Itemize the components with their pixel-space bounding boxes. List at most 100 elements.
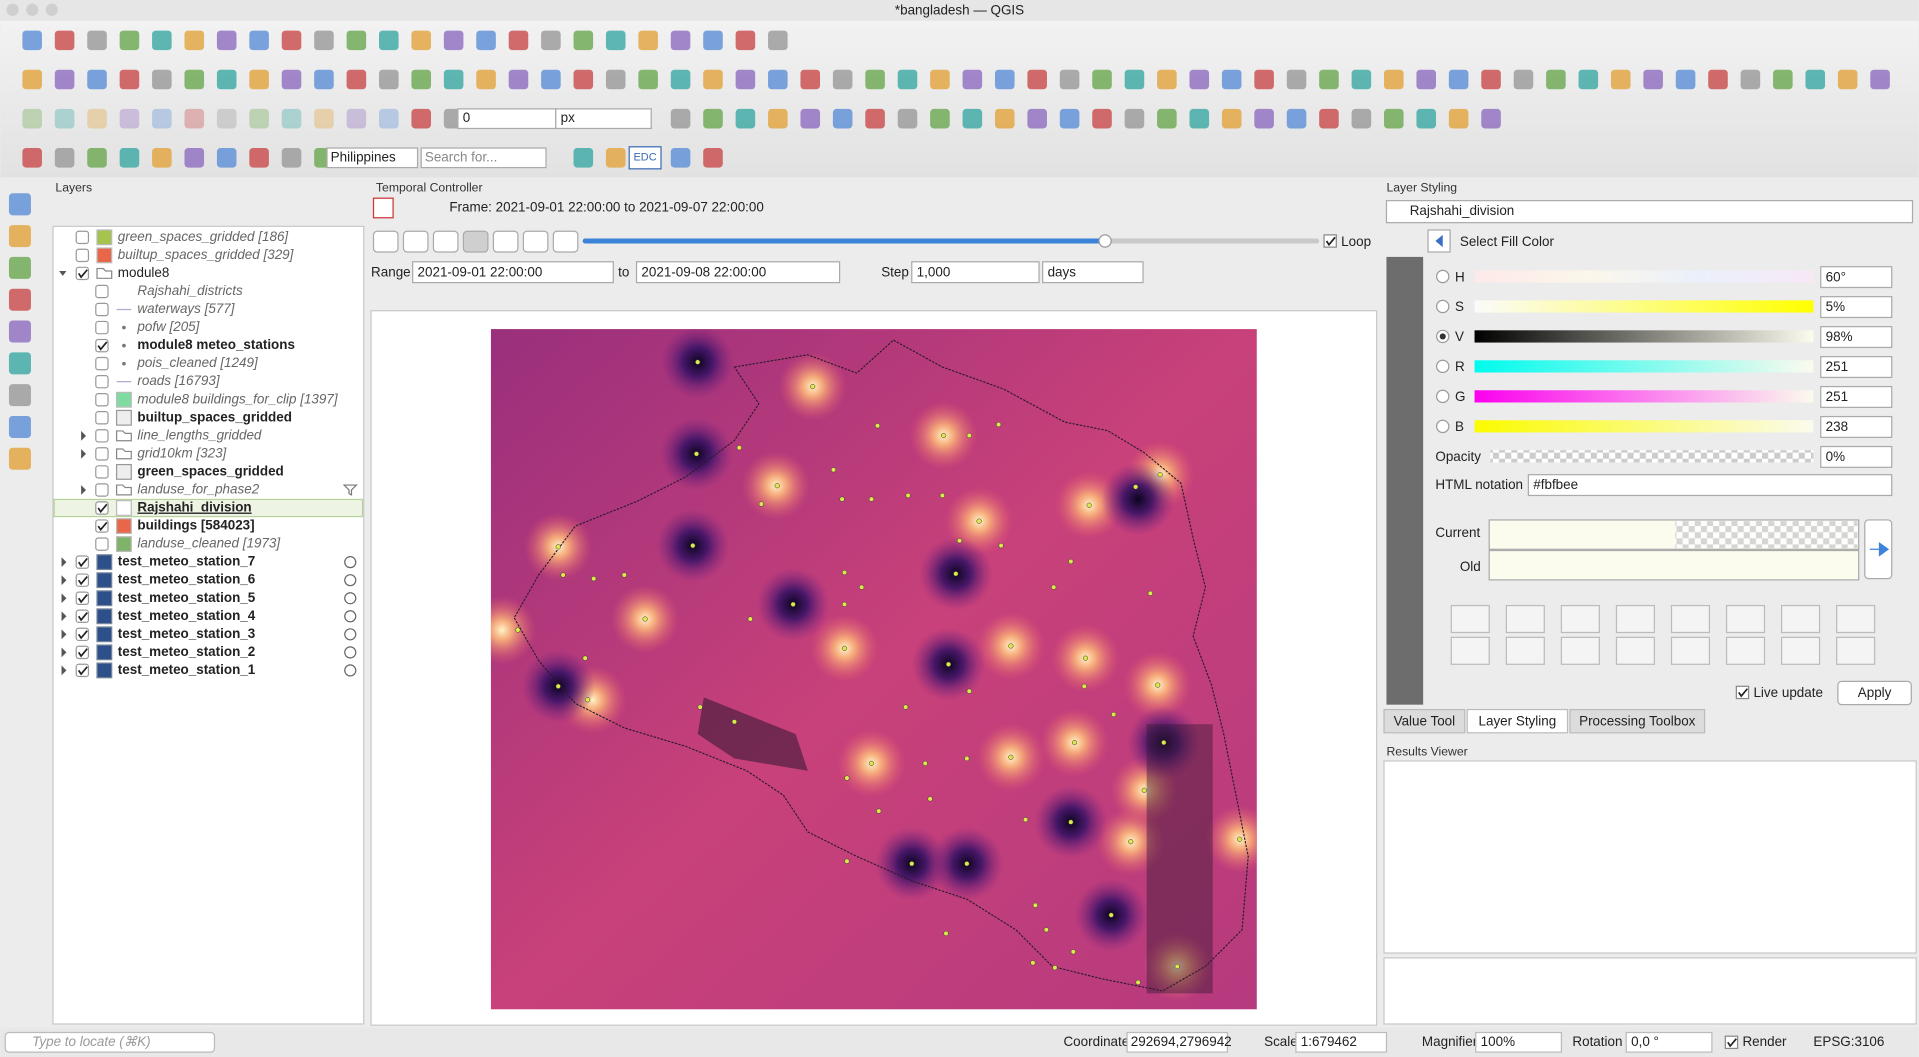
layer-checkbox[interactable] bbox=[95, 501, 109, 515]
tool-button[interactable] bbox=[119, 30, 140, 51]
meteo-station[interactable] bbox=[1111, 711, 1117, 718]
unit-select[interactable] bbox=[555, 108, 652, 130]
meteo-station[interactable] bbox=[736, 445, 742, 451]
custom-color-swatch[interactable] bbox=[1836, 604, 1876, 634]
layer-checkbox[interactable] bbox=[75, 609, 90, 624]
tool-button[interactable] bbox=[800, 108, 821, 129]
layer-name[interactable]: test_meteo_station_6 bbox=[118, 572, 255, 587]
tool-button[interactable] bbox=[605, 148, 626, 168]
meteo-station[interactable] bbox=[1070, 949, 1076, 955]
meteo-station[interactable] bbox=[758, 501, 764, 507]
tool-button[interactable] bbox=[670, 148, 691, 168]
meteo-station[interactable] bbox=[774, 483, 780, 489]
meteo-station[interactable] bbox=[1052, 965, 1058, 971]
tool-button[interactable] bbox=[768, 69, 788, 90]
tool-button[interactable] bbox=[1384, 108, 1404, 129]
tool-button[interactable] bbox=[832, 69, 853, 90]
tool-button[interactable] bbox=[8, 447, 31, 470]
meteo-station[interactable] bbox=[1108, 912, 1114, 918]
range-start-input[interactable] bbox=[412, 261, 614, 284]
channel-radio[interactable] bbox=[1436, 269, 1450, 284]
meteo-station[interactable] bbox=[841, 645, 848, 651]
layer-checkbox[interactable] bbox=[95, 465, 109, 479]
channel-input[interactable] bbox=[1820, 326, 1893, 349]
layer-name[interactable]: landuse_cleaned [1973] bbox=[137, 536, 280, 551]
channel-radio[interactable] bbox=[1436, 359, 1450, 374]
layer-name[interactable]: green_spaces_gridded bbox=[137, 463, 283, 478]
tool-button[interactable] bbox=[22, 148, 42, 168]
layer-checkbox[interactable] bbox=[75, 663, 90, 678]
layer-checkbox[interactable] bbox=[95, 302, 109, 317]
tool-button[interactable] bbox=[184, 148, 205, 168]
render-checkbox[interactable] bbox=[1724, 1035, 1739, 1050]
meteo-station[interactable] bbox=[697, 704, 703, 710]
layer-name[interactable]: test_meteo_station_3 bbox=[118, 626, 255, 641]
layer-checkbox[interactable] bbox=[95, 356, 109, 371]
tool-button[interactable] bbox=[865, 69, 885, 90]
meteo-station[interactable] bbox=[953, 571, 959, 577]
tool-button[interactable] bbox=[832, 108, 853, 129]
layer-checkbox[interactable] bbox=[95, 537, 109, 551]
meteo-station[interactable] bbox=[560, 572, 566, 578]
tool-button[interactable] bbox=[703, 69, 723, 90]
tool-button[interactable] bbox=[735, 108, 756, 129]
tool-button[interactable] bbox=[1221, 69, 1242, 90]
tool-button[interactable] bbox=[22, 69, 42, 90]
tool-button[interactable] bbox=[768, 30, 788, 51]
tool-button[interactable] bbox=[1416, 69, 1437, 90]
tool-button[interactable] bbox=[216, 30, 237, 51]
range-end-input[interactable] bbox=[635, 261, 841, 284]
tool-button[interactable] bbox=[638, 69, 658, 90]
scale-input[interactable] bbox=[1295, 1031, 1388, 1053]
opacity-input[interactable] bbox=[1820, 445, 1893, 468]
tool-button[interactable] bbox=[670, 30, 691, 51]
layer-name[interactable]: Rajshahi_division bbox=[137, 500, 251, 515]
meteo-station[interactable] bbox=[810, 384, 816, 390]
tool-button[interactable] bbox=[152, 30, 172, 51]
layer-checkbox[interactable] bbox=[75, 230, 90, 245]
playback-button[interactable] bbox=[432, 230, 459, 253]
channel-input[interactable] bbox=[1820, 385, 1893, 408]
tool-button[interactable] bbox=[1027, 108, 1047, 129]
tool-button[interactable] bbox=[1675, 69, 1696, 90]
layer-name[interactable]: pofw [205] bbox=[136, 319, 199, 334]
layer-name[interactable]: builtup_spaces_gridded bbox=[137, 409, 292, 424]
tool-button[interactable] bbox=[1870, 69, 1890, 90]
meteo-station[interactable] bbox=[1161, 740, 1167, 746]
tool-button[interactable] bbox=[54, 148, 75, 168]
custom-color-swatch[interactable] bbox=[1780, 636, 1821, 665]
tool-button[interactable] bbox=[1351, 108, 1372, 129]
meteo-station[interactable] bbox=[1082, 655, 1089, 661]
tool-button[interactable] bbox=[638, 30, 658, 51]
step-input[interactable] bbox=[911, 261, 1040, 284]
playback-button[interactable] bbox=[462, 230, 489, 253]
layer-checkbox[interactable] bbox=[75, 573, 90, 587]
tool-button[interactable] bbox=[346, 108, 367, 129]
channel-slider[interactable] bbox=[1474, 300, 1814, 313]
tool-button[interactable] bbox=[1286, 69, 1307, 90]
tool-button[interactable] bbox=[314, 69, 334, 90]
channel-radio[interactable] bbox=[1436, 299, 1450, 314]
meteo-station[interactable] bbox=[1008, 643, 1014, 649]
dock-tab[interactable] bbox=[1383, 708, 1466, 734]
layer-checkbox[interactable] bbox=[75, 627, 90, 642]
tool-button[interactable] bbox=[281, 30, 302, 51]
meteo-station[interactable] bbox=[996, 421, 1002, 428]
custom-color-swatch[interactable] bbox=[1725, 636, 1766, 665]
offset-input[interactable] bbox=[457, 108, 557, 130]
layer-checkbox[interactable] bbox=[75, 248, 90, 263]
tool-button[interactable] bbox=[1254, 69, 1274, 90]
tool-button[interactable] bbox=[703, 148, 723, 168]
expand-arrow[interactable] bbox=[81, 448, 87, 459]
meteo-station[interactable] bbox=[868, 496, 874, 502]
custom-color-swatch[interactable] bbox=[1560, 604, 1600, 634]
layer-checkbox[interactable] bbox=[75, 555, 90, 569]
meteo-station[interactable] bbox=[1155, 682, 1161, 688]
expand-arrow[interactable] bbox=[61, 557, 67, 568]
tool-button[interactable] bbox=[1384, 69, 1404, 90]
tool-button[interactable] bbox=[411, 108, 431, 129]
dock-tab[interactable] bbox=[1569, 708, 1706, 734]
meteo-station[interactable] bbox=[839, 496, 845, 502]
meteo-station[interactable] bbox=[1157, 472, 1163, 478]
layer-name[interactable]: test_meteo_station_5 bbox=[118, 590, 256, 605]
